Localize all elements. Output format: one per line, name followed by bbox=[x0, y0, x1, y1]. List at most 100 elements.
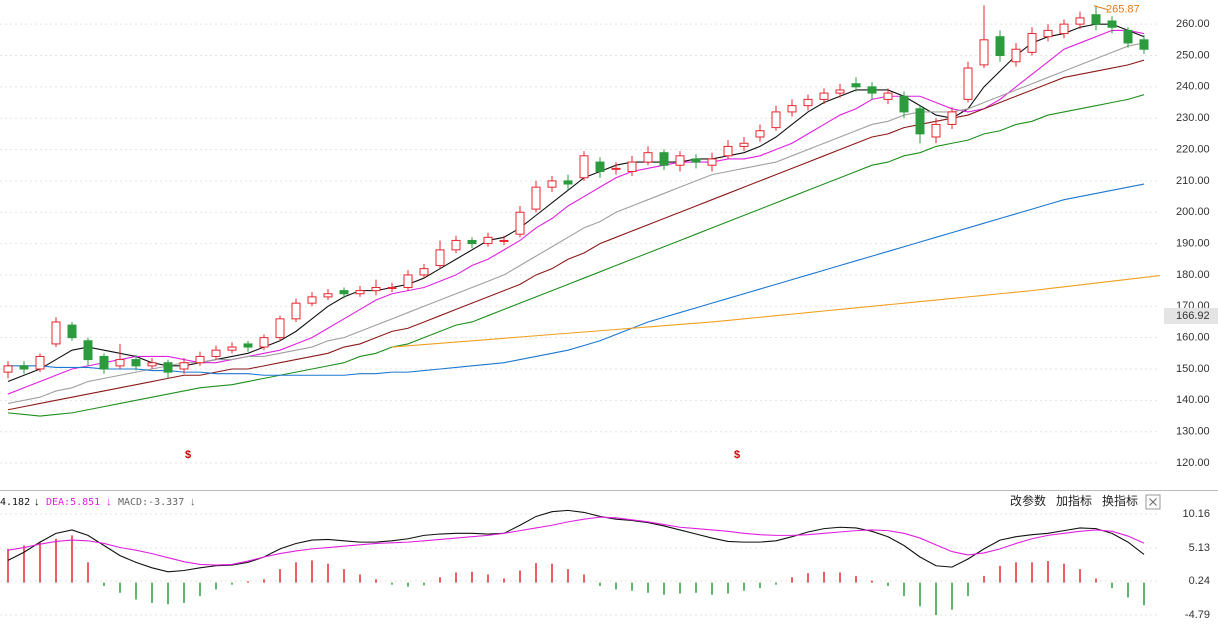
y-tick-label: -4.79 bbox=[1185, 609, 1210, 621]
candle-body bbox=[547, 180, 557, 188]
candle-body bbox=[131, 359, 141, 367]
moving-average-line bbox=[7, 59, 1145, 411]
candle-body bbox=[243, 343, 253, 348]
candle-body bbox=[3, 365, 13, 373]
legend-arrow: ↓ bbox=[106, 496, 112, 508]
y-tick-label: 220.00 bbox=[1176, 143, 1210, 155]
candle-body bbox=[371, 286, 381, 292]
candle-body bbox=[515, 211, 525, 235]
y-tick-label: 150.00 bbox=[1176, 363, 1210, 375]
max-label: 265.87 bbox=[1106, 4, 1140, 16]
candle-body bbox=[99, 355, 109, 370]
candle-body bbox=[499, 239, 509, 242]
candle-body bbox=[1091, 14, 1101, 25]
candle-body bbox=[931, 123, 941, 138]
candle-body bbox=[787, 105, 797, 113]
candle-body bbox=[1059, 23, 1069, 35]
candle-body bbox=[435, 249, 445, 267]
legend-arrow: ↓ bbox=[190, 496, 196, 508]
candle-body bbox=[579, 155, 589, 179]
signal-marker: $ bbox=[734, 449, 740, 461]
max-arrow bbox=[1093, 5, 1109, 11]
candle-body bbox=[51, 321, 61, 345]
dif-line bbox=[7, 509, 1145, 573]
candle-body bbox=[483, 236, 493, 245]
candle-body bbox=[419, 268, 429, 276]
candle-body bbox=[899, 95, 909, 113]
candle-body bbox=[611, 167, 621, 170]
candle-body bbox=[1011, 48, 1021, 63]
candle-body bbox=[259, 337, 269, 348]
candle-body bbox=[723, 145, 733, 157]
candle-body bbox=[195, 355, 205, 364]
y-tick-label: 120.00 bbox=[1176, 457, 1210, 469]
indicator-button[interactable]: 换指标 bbox=[1102, 493, 1138, 508]
candle-body bbox=[291, 302, 301, 320]
y-tick-label: 260.00 bbox=[1176, 18, 1210, 30]
close-icon[interactable] bbox=[1149, 498, 1157, 506]
y-tick-label: 200.00 bbox=[1176, 206, 1210, 218]
candle-body bbox=[803, 98, 813, 107]
candle-body bbox=[67, 324, 77, 339]
candle-body bbox=[819, 92, 829, 100]
indicator-button[interactable]: 改参数 bbox=[1010, 493, 1046, 508]
dea-line bbox=[7, 516, 1145, 566]
candle-body bbox=[979, 39, 989, 66]
candle-body bbox=[947, 111, 957, 125]
candle-body bbox=[147, 362, 157, 367]
candle-body bbox=[211, 349, 221, 357]
legend-text: DEA:5.851 bbox=[46, 497, 100, 508]
moving-average-line bbox=[7, 42, 1145, 405]
candle-body bbox=[163, 362, 173, 373]
moving-average-line bbox=[7, 94, 1145, 417]
y-tick-label: 210.00 bbox=[1176, 175, 1210, 187]
candle-body bbox=[1139, 39, 1149, 50]
y-tick-label: 0.24 bbox=[1189, 575, 1210, 587]
candle-body bbox=[707, 158, 717, 166]
y-tick-label: 190.00 bbox=[1176, 237, 1210, 249]
legend-text: 4.182 bbox=[0, 497, 30, 508]
indicator-button[interactable]: 加指标 bbox=[1056, 493, 1092, 508]
legend-arrow: ↓ bbox=[34, 496, 40, 508]
y-tick-label: 240.00 bbox=[1176, 81, 1210, 93]
candle-body bbox=[451, 239, 461, 251]
y-tick-label: 160.00 bbox=[1176, 332, 1210, 344]
candle-body bbox=[883, 92, 893, 100]
candle-body bbox=[115, 359, 125, 367]
candle-body bbox=[1107, 20, 1117, 28]
candle-body bbox=[387, 286, 397, 289]
price-marker-label: 166.92 bbox=[1176, 310, 1210, 322]
candle-body bbox=[83, 340, 93, 361]
candle-body bbox=[323, 293, 333, 298]
candle-body bbox=[627, 161, 637, 172]
candle-body bbox=[227, 346, 237, 351]
candle-body bbox=[739, 142, 749, 147]
y-tick-label: 5.13 bbox=[1189, 542, 1210, 554]
candle-body bbox=[355, 290, 365, 295]
candle-body bbox=[995, 36, 1005, 56]
candle-body bbox=[307, 296, 317, 304]
moving-average-line bbox=[7, 23, 1145, 383]
candle-body bbox=[1027, 33, 1037, 53]
candle-body bbox=[179, 362, 189, 370]
candle-body bbox=[691, 158, 701, 163]
candle-body bbox=[35, 355, 45, 370]
candle-body bbox=[915, 108, 925, 135]
candle-body bbox=[771, 111, 781, 129]
candle-body bbox=[659, 152, 669, 166]
candle-body bbox=[1075, 17, 1085, 25]
candle-body bbox=[563, 180, 573, 185]
candle-body bbox=[531, 186, 541, 210]
candle-body bbox=[1043, 29, 1053, 38]
y-tick-label: 130.00 bbox=[1176, 426, 1210, 438]
candle-body bbox=[275, 318, 285, 339]
moving-average-line bbox=[391, 275, 1161, 348]
y-tick-label: 250.00 bbox=[1176, 49, 1210, 61]
moving-average-line bbox=[8, 183, 1145, 376]
y-tick-label: 180.00 bbox=[1176, 269, 1210, 281]
candle-body bbox=[643, 152, 653, 163]
candle-body bbox=[467, 239, 477, 245]
candle-body bbox=[963, 67, 973, 100]
y-tick-label: 140.00 bbox=[1176, 394, 1210, 406]
